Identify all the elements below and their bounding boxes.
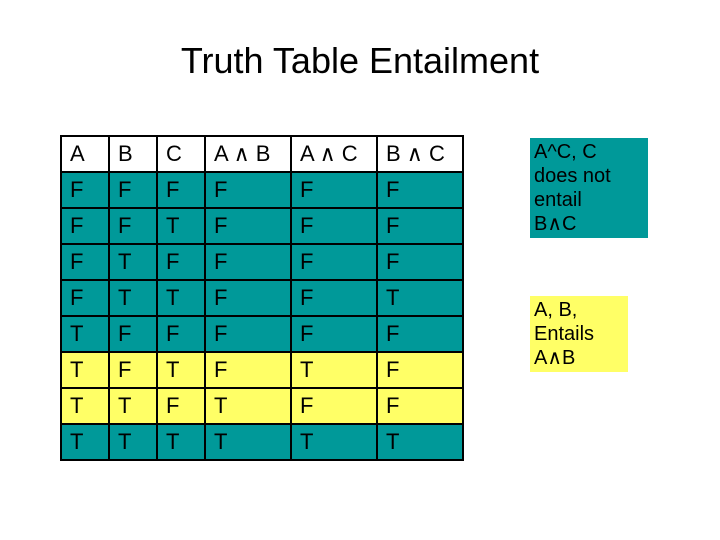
table-cell: F: [377, 352, 463, 388]
table-cell: F: [291, 316, 377, 352]
table-cell: F: [291, 244, 377, 280]
table-cell: T: [291, 424, 377, 460]
table-row: FFFFFF: [61, 172, 463, 208]
table-cell: F: [157, 316, 205, 352]
column-header: A: [61, 136, 109, 172]
column-header: A ∧ B: [205, 136, 291, 172]
table-cell: F: [157, 172, 205, 208]
table-row: FTFFFF: [61, 244, 463, 280]
table-cell: T: [205, 424, 291, 460]
table-cell: F: [109, 172, 157, 208]
truth-table-container: ABCA ∧ BA ∧ CB ∧ CFFFFFFFFTFFFFTFFFFFTTF…: [60, 135, 464, 461]
table-cell: F: [291, 388, 377, 424]
table-cell: F: [377, 388, 463, 424]
table-cell: F: [157, 388, 205, 424]
note-line: entail: [534, 188, 644, 212]
table-cell: T: [157, 208, 205, 244]
callout-note: A^C, Cdoes notentailB∧C: [530, 138, 648, 238]
table-cell: F: [205, 244, 291, 280]
note-line: A∧B: [534, 346, 624, 370]
table-row: TFTFTF: [61, 352, 463, 388]
note-line: does not: [534, 164, 644, 188]
column-header: B: [109, 136, 157, 172]
table-cell: T: [377, 424, 463, 460]
callout-note: A, B,EntailsA∧B: [530, 296, 628, 372]
table-cell: F: [205, 172, 291, 208]
table-cell: T: [109, 280, 157, 316]
table-row: FTTFFT: [61, 280, 463, 316]
table-cell: T: [61, 424, 109, 460]
table-cell: F: [291, 172, 377, 208]
table-cell: F: [109, 352, 157, 388]
table-cell: F: [377, 172, 463, 208]
table-cell: F: [109, 316, 157, 352]
column-header: A ∧ C: [291, 136, 377, 172]
note-line: A^C, C: [534, 140, 644, 164]
table-cell: T: [157, 424, 205, 460]
column-header: C: [157, 136, 205, 172]
table-cell: T: [157, 280, 205, 316]
table-cell: F: [61, 208, 109, 244]
table-cell: F: [291, 208, 377, 244]
truth-table: ABCA ∧ BA ∧ CB ∧ CFFFFFFFFTFFFFTFFFFFTTF…: [60, 135, 464, 461]
table-cell: F: [61, 244, 109, 280]
table-row: TTFTFF: [61, 388, 463, 424]
table-cell: F: [377, 208, 463, 244]
table-cell: F: [377, 244, 463, 280]
table-cell: F: [205, 280, 291, 316]
table-cell: T: [61, 388, 109, 424]
note-line: A, B,: [534, 298, 624, 322]
table-row: FFTFFF: [61, 208, 463, 244]
table-cell: F: [205, 316, 291, 352]
table-cell: T: [61, 352, 109, 388]
table-cell: T: [205, 388, 291, 424]
table-cell: F: [109, 208, 157, 244]
table-cell: F: [205, 352, 291, 388]
table-cell: T: [109, 244, 157, 280]
table-cell: T: [291, 352, 377, 388]
table-cell: T: [61, 316, 109, 352]
table-row: TTTTTT: [61, 424, 463, 460]
table-cell: F: [291, 280, 377, 316]
table-cell: T: [109, 424, 157, 460]
table-cell: T: [157, 352, 205, 388]
table-cell: F: [377, 316, 463, 352]
table-cell: T: [109, 388, 157, 424]
table-cell: F: [61, 172, 109, 208]
table-row: TFFFFF: [61, 316, 463, 352]
table-cell: F: [157, 244, 205, 280]
note-line: B∧C: [534, 212, 644, 236]
page-title: Truth Table Entailment: [0, 40, 720, 82]
column-header: B ∧ C: [377, 136, 463, 172]
note-line: Entails: [534, 322, 624, 346]
table-cell: F: [61, 280, 109, 316]
table-cell: T: [377, 280, 463, 316]
table-cell: F: [205, 208, 291, 244]
